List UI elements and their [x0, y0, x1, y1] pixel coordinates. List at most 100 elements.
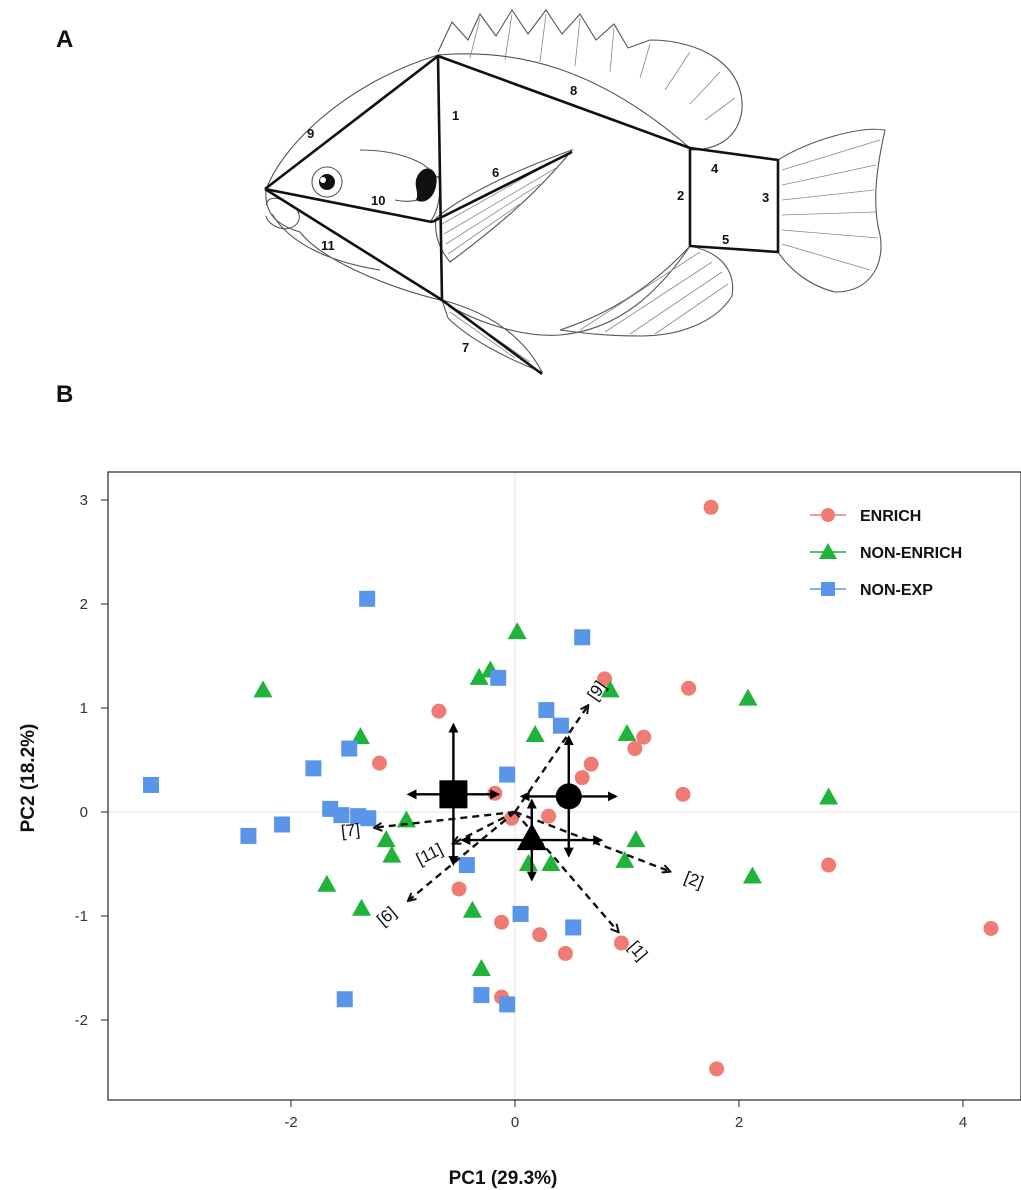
truss-label-11: 11: [321, 238, 335, 253]
point-non-enrich: [742, 866, 762, 884]
point-enrich: [532, 927, 548, 943]
centroid-non-enrich: [516, 823, 547, 851]
point-enrich: [371, 755, 387, 771]
point-non-enrich: [819, 787, 839, 805]
loading-label: [7]: [340, 820, 361, 841]
y-tick-label: 3: [80, 492, 88, 509]
x-axis-title: PC1 (29.3%): [449, 1168, 558, 1189]
point-non-exp: [574, 629, 591, 646]
loading-label: [11]: [413, 840, 446, 869]
truss-network: [264, 54, 780, 376]
point-non-enrich: [382, 845, 402, 863]
point-non-exp: [499, 996, 516, 1013]
point-non-enrich: [626, 830, 646, 848]
legend-label-non-enrich: NON-ENRICH: [860, 545, 962, 562]
point-non-enrich: [525, 725, 545, 743]
data-points: [143, 499, 999, 1077]
truss-label-3: 3: [762, 190, 769, 205]
point-enrich: [821, 857, 837, 873]
plot-frame: [107, 471, 1021, 1101]
point-non-exp: [305, 760, 322, 777]
group-centroids: [406, 722, 618, 882]
legend-label-non-exp: NON-EXP: [860, 582, 933, 599]
point-enrich: [597, 671, 613, 687]
loading-label: [2]: [682, 868, 706, 893]
point-non-enrich: [518, 854, 538, 871]
x-tick-label: 0: [511, 1114, 519, 1131]
truss-label-10: 10: [371, 193, 385, 208]
centroid-enrich: [555, 783, 582, 810]
point-non-enrich: [317, 874, 337, 892]
point-enrich: [431, 703, 447, 719]
centroid-non-exp: [439, 780, 468, 809]
caudal-fin: [777, 128, 886, 293]
legend-item-non-exp: NON-EXP: [810, 582, 933, 599]
point-enrich: [983, 920, 999, 936]
point-non-exp: [240, 827, 257, 844]
point-non-exp: [143, 776, 159, 793]
point-non-exp: [359, 590, 376, 607]
point-non-enrich: [600, 680, 620, 698]
fish-illustration: 1 2 3 4 5 6 7 8 9 10 11: [264, 8, 886, 376]
loading-label: [6]: [373, 903, 400, 930]
point-non-exp: [341, 740, 358, 757]
point-enrich: [675, 786, 691, 802]
legend: ENRICH NON-ENRICH NON-EXP: [810, 508, 962, 599]
y-axis-title: PC2 (18.2%): [18, 724, 39, 833]
y-tick-label: 1: [80, 700, 88, 717]
point-enrich: [681, 680, 697, 696]
truss-label-1: 1: [452, 108, 459, 123]
truss-label-5: 5: [722, 232, 729, 247]
loading-arrow: [514, 810, 670, 871]
truss-label-2: 2: [677, 188, 684, 203]
loading-arrow: [375, 810, 516, 828]
point-non-exp: [499, 766, 516, 783]
legend-item-non-enrich: NON-ENRICH: [810, 543, 962, 562]
x-tick-label: 4: [959, 1114, 967, 1131]
x-tick-label: 2: [735, 1114, 743, 1131]
truss-label-6: 6: [492, 165, 499, 180]
eye: [311, 166, 343, 198]
point-non-enrich: [507, 622, 527, 640]
point-enrich: [451, 881, 467, 897]
point-enrich: [613, 935, 629, 951]
point-non-enrich: [617, 724, 637, 741]
y-tick-label: 2: [80, 596, 88, 613]
point-non-enrich: [615, 850, 635, 868]
zero-lines: [109, 473, 1020, 1099]
point-non-enrich: [738, 688, 758, 706]
point-non-enrich: [376, 830, 396, 848]
anal-fin: [559, 245, 734, 337]
point-enrich: [494, 914, 510, 930]
point-non-enrich: [469, 667, 489, 685]
point-enrich: [636, 729, 652, 745]
point-non-enrich: [253, 680, 273, 698]
point-non-exp: [360, 810, 377, 827]
point-non-exp: [473, 987, 490, 1004]
point-non-exp: [490, 669, 507, 686]
point-enrich: [541, 808, 557, 824]
point-enrich: [709, 1061, 725, 1077]
point-non-exp: [458, 857, 475, 874]
point-enrich: [557, 945, 573, 961]
point-non-exp: [274, 816, 291, 833]
legend-item-enrich: ENRICH: [810, 508, 921, 525]
panel-label-a: A: [56, 26, 74, 53]
point-non-enrich: [471, 959, 491, 977]
point-non-enrich: [541, 854, 561, 871]
point-non-exp: [512, 905, 529, 922]
truss-label-9: 9: [307, 126, 314, 141]
gill-mark: [415, 168, 437, 202]
truss-label-8: 8: [570, 83, 577, 98]
point-non-exp: [565, 919, 582, 936]
point-non-exp: [538, 702, 555, 719]
dorsal-fin: [437, 8, 743, 151]
y-tick-label: 0: [80, 804, 88, 821]
panel-label-b: B: [56, 381, 74, 408]
point-non-enrich: [396, 810, 416, 828]
point-enrich: [703, 499, 719, 515]
y-axis: -2 -1 0 1 2 3: [75, 492, 108, 1029]
point-non-exp: [336, 991, 353, 1008]
x-axis: -2 0 2 4: [284, 1100, 967, 1131]
